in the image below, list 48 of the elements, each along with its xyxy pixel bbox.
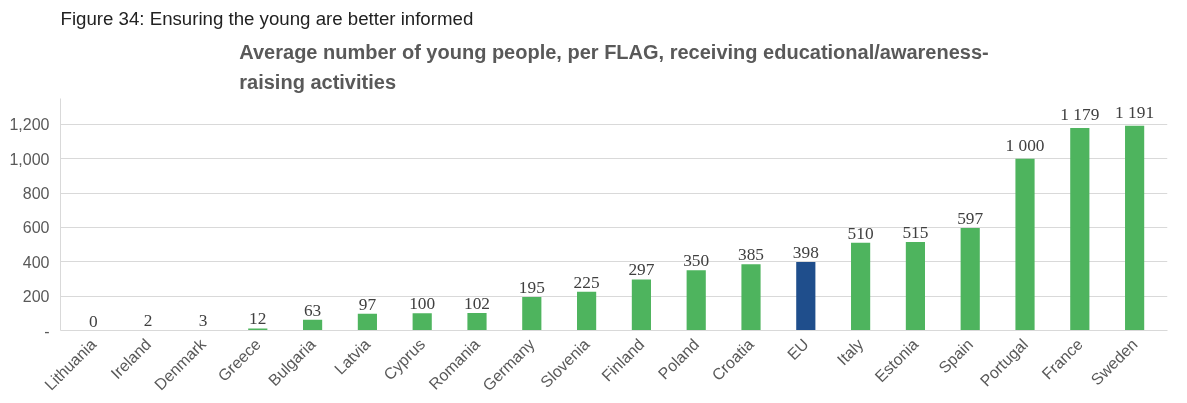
bar bbox=[467, 312, 487, 331]
bar bbox=[960, 227, 980, 331]
data-label: 97 bbox=[358, 294, 377, 314]
bar bbox=[796, 262, 816, 331]
data-label: 398 bbox=[792, 243, 819, 263]
data-label: 597 bbox=[957, 208, 984, 228]
y-tick-label: 1,000 bbox=[9, 150, 50, 168]
data-label: 1 179 bbox=[1060, 104, 1100, 124]
bar bbox=[905, 242, 925, 331]
data-label: 100 bbox=[409, 294, 436, 314]
data-label: 515 bbox=[902, 223, 929, 242]
data-label: 3 bbox=[198, 310, 208, 330]
data-label: 1 191 bbox=[1115, 102, 1155, 122]
caption: Figure 34: Ensuring the young are better informed bbox=[60, 7, 474, 29]
data-label: 12 bbox=[249, 309, 267, 329]
bar bbox=[522, 296, 542, 331]
bar bbox=[631, 279, 651, 331]
bar bbox=[686, 270, 706, 331]
data-label: 0 bbox=[89, 311, 98, 331]
y-tick-label: 600 bbox=[22, 219, 50, 237]
y-tick-label: 400 bbox=[22, 253, 50, 271]
bar bbox=[851, 242, 871, 331]
data-label: 297 bbox=[628, 260, 655, 280]
data-label: 195 bbox=[518, 277, 545, 297]
data-label: 510 bbox=[847, 223, 874, 243]
y-tick-label: - bbox=[44, 322, 50, 340]
y-tick-label: 800 bbox=[22, 185, 50, 203]
data-label: 63 bbox=[303, 300, 322, 320]
bar bbox=[1125, 125, 1145, 331]
chart-title: Average number of young people, per FLAG, receiving educational/awareness-raising activities bbox=[239, 40, 989, 94]
bar bbox=[741, 264, 761, 331]
data-label: 1 000 bbox=[1005, 135, 1045, 155]
bar bbox=[577, 291, 597, 331]
data-label: 102 bbox=[464, 293, 490, 313]
y-tick-label: 1,200 bbox=[9, 116, 50, 134]
x-tick-label: Italy bbox=[833, 335, 867, 369]
bar bbox=[1070, 127, 1090, 331]
bar bbox=[248, 328, 268, 331]
x-tick-label: EU bbox=[784, 335, 812, 364]
data-label: 350 bbox=[683, 251, 710, 271]
data-label: 385 bbox=[738, 245, 765, 265]
bar bbox=[357, 313, 377, 331]
bar bbox=[412, 313, 432, 331]
data-label: 225 bbox=[573, 272, 600, 292]
y-tick-label: 200 bbox=[22, 288, 50, 306]
data-label: 2 bbox=[143, 311, 153, 331]
bar bbox=[1015, 158, 1035, 331]
bar bbox=[303, 319, 323, 331]
